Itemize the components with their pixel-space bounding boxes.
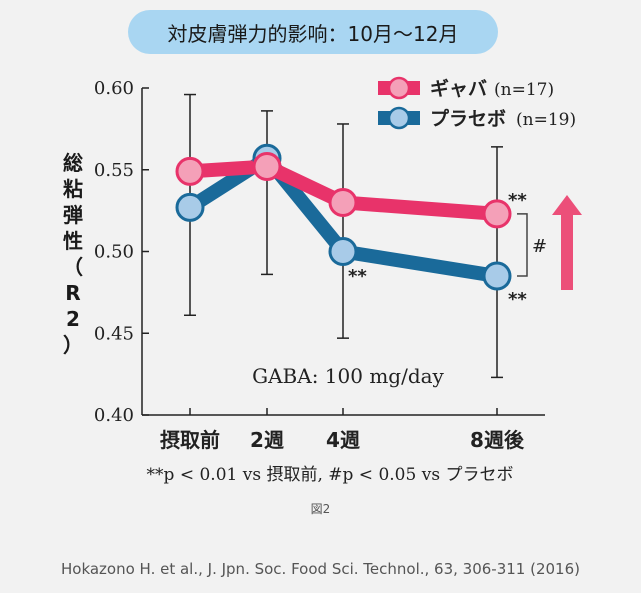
figure-label: 図2 — [310, 502, 331, 516]
y-axis-label-char: 総 — [63, 151, 83, 175]
footnote: **p < 0.01 vs 摂取前, #p < 0.05 vs プラセボ — [147, 465, 514, 485]
chart-title-badge: 対皮膚弾力的影响：10月～12月 — [128, 10, 498, 54]
y-tick-label: 0.40 — [94, 405, 134, 426]
data-point-placebo — [175, 192, 205, 222]
y-tick-label: 0.50 — [94, 242, 134, 263]
significance-gaba-8w: ** — [508, 190, 527, 211]
data-point-gaba — [328, 187, 358, 217]
legend-swatch-marker-placebo — [387, 106, 411, 130]
data-point-placebo — [328, 237, 358, 266]
series-line-gaba — [189, 159, 498, 221]
significance-placebo-4w: ** — [348, 266, 367, 287]
series-line-placebo — [186, 151, 499, 283]
y-tick-label: 0.45 — [94, 323, 134, 344]
data-point-placebo — [482, 261, 512, 291]
legend-label-placebo: プラセボ — [430, 107, 506, 130]
chart-title: 対皮膚弾力的影响：10月～12月 — [167, 21, 459, 46]
data-point-gaba — [482, 199, 512, 229]
y-tick-label: 0.60 — [94, 78, 134, 99]
data-point-gaba — [252, 151, 282, 181]
x-tick-label: 8週後 — [470, 428, 525, 452]
x-tick-label: 2週 — [250, 428, 284, 452]
dose-annotation: GABA: 100 mg/day — [252, 364, 444, 388]
y-axis-label-char: （ — [63, 255, 83, 279]
legend-swatch-marker-gaba — [387, 76, 411, 100]
significance-bracket — [517, 213, 528, 277]
x-tick-label: 4週 — [326, 428, 360, 452]
y-tick-label: 0.55 — [94, 160, 134, 181]
y-axis-label-char: 弾 — [63, 203, 83, 227]
legend-n-gaba: (n=17) — [494, 80, 554, 100]
y-axis-label-char: 2 — [66, 307, 80, 331]
y-axis-label-char: 性 — [63, 229, 83, 253]
y-axis-label-char: 粘 — [63, 177, 83, 201]
y-axis-label-char: ） — [63, 333, 83, 357]
x-tick-label: 摂取前 — [160, 428, 220, 452]
y-axis-label: 総粘弾性（R 2） — [58, 150, 88, 358]
citation: Hokazono H. et al., J. Jpn. Soc. Food Sc… — [60, 560, 580, 578]
up-arrow-icon — [552, 195, 582, 290]
significance-placebo-8w: ** — [508, 289, 527, 310]
significance-between: # — [532, 236, 547, 257]
legend-label-gaba: ギャバ — [430, 78, 487, 100]
y-axis-label-char: R — [65, 281, 81, 305]
data-point-gaba — [175, 156, 205, 186]
legend-n-placebo: (n=19) — [516, 110, 576, 130]
